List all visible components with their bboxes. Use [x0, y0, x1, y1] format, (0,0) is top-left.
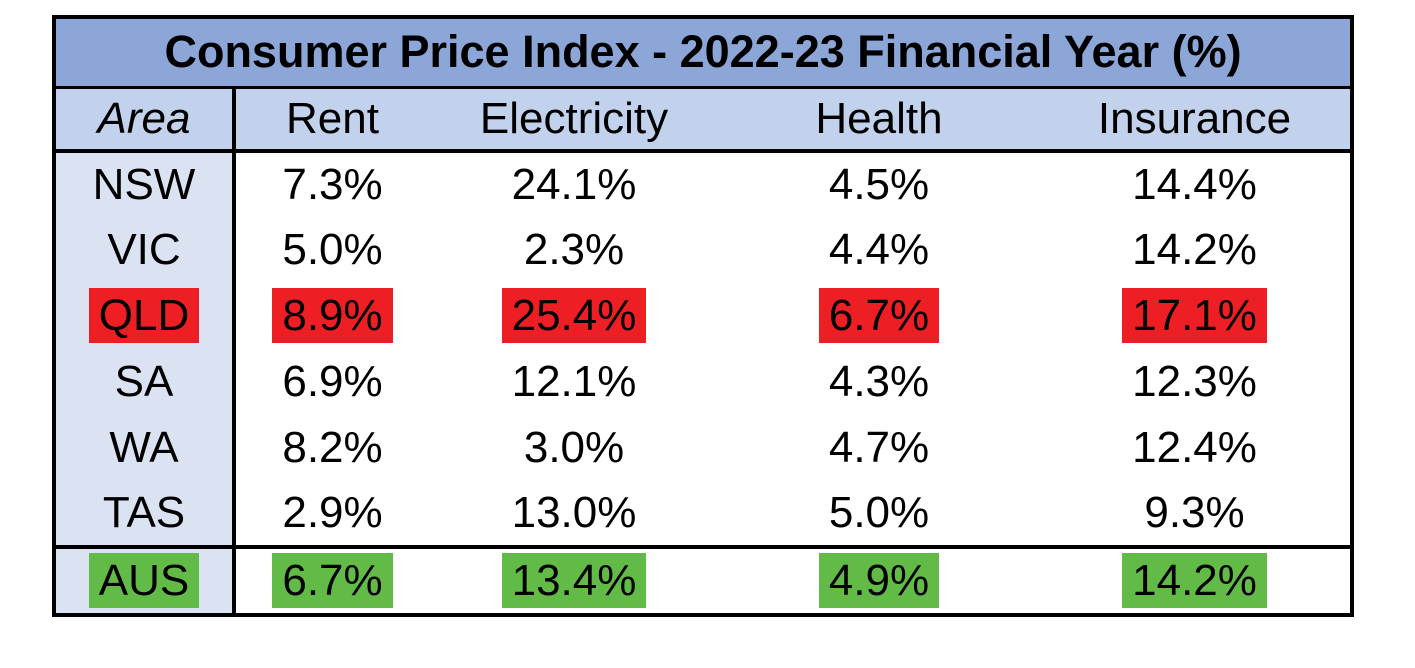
data-cell: 4.7%: [719, 415, 1039, 481]
health-value: 4.7%: [828, 423, 930, 472]
electricity-value: 25.4%: [501, 288, 647, 343]
row-label: TAS: [54, 481, 236, 547]
insurance-value: 17.1%: [1122, 288, 1267, 343]
health-value: 4.5%: [828, 160, 930, 209]
table-row-nsw: NSW 7.3% 24.1% 4.5% 14.4%: [54, 151, 1353, 217]
data-cell: 7.3%: [234, 151, 429, 217]
cpi-table: Consumer Price Index - 2022-23 Financial…: [52, 15, 1355, 617]
area-value: AUS: [88, 553, 200, 608]
column-header-electricity: Electricity: [429, 87, 719, 153]
row-label: SA: [54, 349, 236, 415]
data-cell: 5.0%: [234, 217, 429, 283]
column-header-area: Area: [54, 87, 236, 153]
data-cell: 24.1%: [429, 151, 719, 217]
area-value: NSW: [92, 160, 196, 209]
row-label: NSW: [54, 151, 236, 217]
data-cell: 13.0%: [429, 481, 719, 547]
insurance-value: 12.4%: [1132, 423, 1257, 472]
data-cell: 4.3%: [719, 349, 1039, 415]
row-label: AUS: [54, 545, 236, 615]
area-value: QLD: [88, 288, 200, 343]
electricity-value: 24.1%: [511, 160, 637, 209]
rent-value: 5.0%: [282, 225, 383, 274]
area-value: SA: [114, 357, 174, 406]
data-cell: 14.2%: [1039, 545, 1353, 615]
header-row: Area Rent Electricity Health Insurance: [54, 87, 1353, 153]
data-cell: 12.4%: [1039, 415, 1352, 481]
row-label: WA: [54, 415, 236, 481]
rent-value: 8.9%: [272, 288, 393, 343]
row-label: VIC: [54, 217, 236, 283]
data-cell: 3.0%: [429, 415, 719, 481]
table-title: Consumer Price Index - 2022-23 Financial…: [54, 17, 1353, 89]
data-cell: 13.4%: [429, 545, 719, 615]
rent-value: 7.3%: [282, 160, 383, 209]
data-cell: 25.4%: [429, 283, 719, 349]
data-cell: 2.9%: [234, 481, 429, 547]
rent-value: 6.9%: [282, 357, 383, 406]
data-cell: 14.2%: [1039, 217, 1352, 283]
health-value: 5.0%: [828, 488, 930, 537]
data-cell: 2.3%: [429, 217, 719, 283]
data-cell: 8.9%: [234, 283, 429, 349]
electricity-value: 3.0%: [523, 423, 625, 472]
data-cell: 14.4%: [1039, 151, 1352, 217]
data-cell: 4.9%: [719, 545, 1039, 615]
insurance-value: 14.2%: [1132, 225, 1257, 274]
electricity-value: 13.4%: [501, 553, 647, 608]
table-row-qld: QLD 8.9% 25.4% 6.7% 17.1%: [54, 283, 1353, 349]
electricity-value: 13.0%: [511, 488, 637, 537]
insurance-value: 14.2%: [1122, 553, 1267, 608]
column-header-rent: Rent: [234, 87, 429, 153]
health-value: 4.9%: [818, 553, 940, 608]
row-label: QLD: [54, 283, 236, 349]
table-row-sa: SA 6.9% 12.1% 4.3% 12.3%: [54, 349, 1353, 415]
data-cell: 6.9%: [234, 349, 429, 415]
electricity-value: 2.3%: [523, 225, 625, 274]
area-value: VIC: [107, 225, 181, 274]
area-value: WA: [109, 423, 179, 472]
column-header-health: Health: [719, 87, 1039, 153]
data-cell: 12.3%: [1039, 349, 1352, 415]
data-cell: 4.4%: [719, 217, 1039, 283]
title-row: Consumer Price Index - 2022-23 Financial…: [54, 17, 1353, 89]
table-row-wa: WA 8.2% 3.0% 4.7% 12.4%: [54, 415, 1353, 481]
area-value: TAS: [102, 488, 186, 537]
data-cell: 8.2%: [234, 415, 429, 481]
health-value: 6.7%: [818, 288, 940, 343]
insurance-value: 12.3%: [1132, 357, 1257, 406]
table-row-aus: AUS 6.7% 13.4% 4.9% 14.2%: [54, 545, 1353, 615]
rent-value: 6.7%: [272, 553, 393, 608]
data-cell: 12.1%: [429, 349, 719, 415]
electricity-value: 12.1%: [511, 357, 637, 406]
table-row-tas: TAS 2.9% 13.0% 5.0% 9.3%: [54, 481, 1353, 547]
column-header-insurance: Insurance: [1039, 87, 1353, 153]
table-row-vic: VIC 5.0% 2.3% 4.4% 14.2%: [54, 217, 1353, 283]
insurance-value: 14.4%: [1132, 160, 1257, 209]
data-cell: 6.7%: [719, 283, 1039, 349]
data-cell: 9.3%: [1039, 481, 1352, 547]
insurance-value: 9.3%: [1144, 488, 1245, 537]
health-value: 4.4%: [828, 225, 930, 274]
data-cell: 17.1%: [1039, 283, 1352, 349]
health-value: 4.3%: [828, 357, 930, 406]
data-cell: 5.0%: [719, 481, 1039, 547]
rent-value: 2.9%: [282, 488, 383, 537]
data-cell: 4.5%: [719, 151, 1039, 217]
rent-value: 8.2%: [282, 423, 383, 472]
data-cell: 6.7%: [234, 545, 429, 615]
